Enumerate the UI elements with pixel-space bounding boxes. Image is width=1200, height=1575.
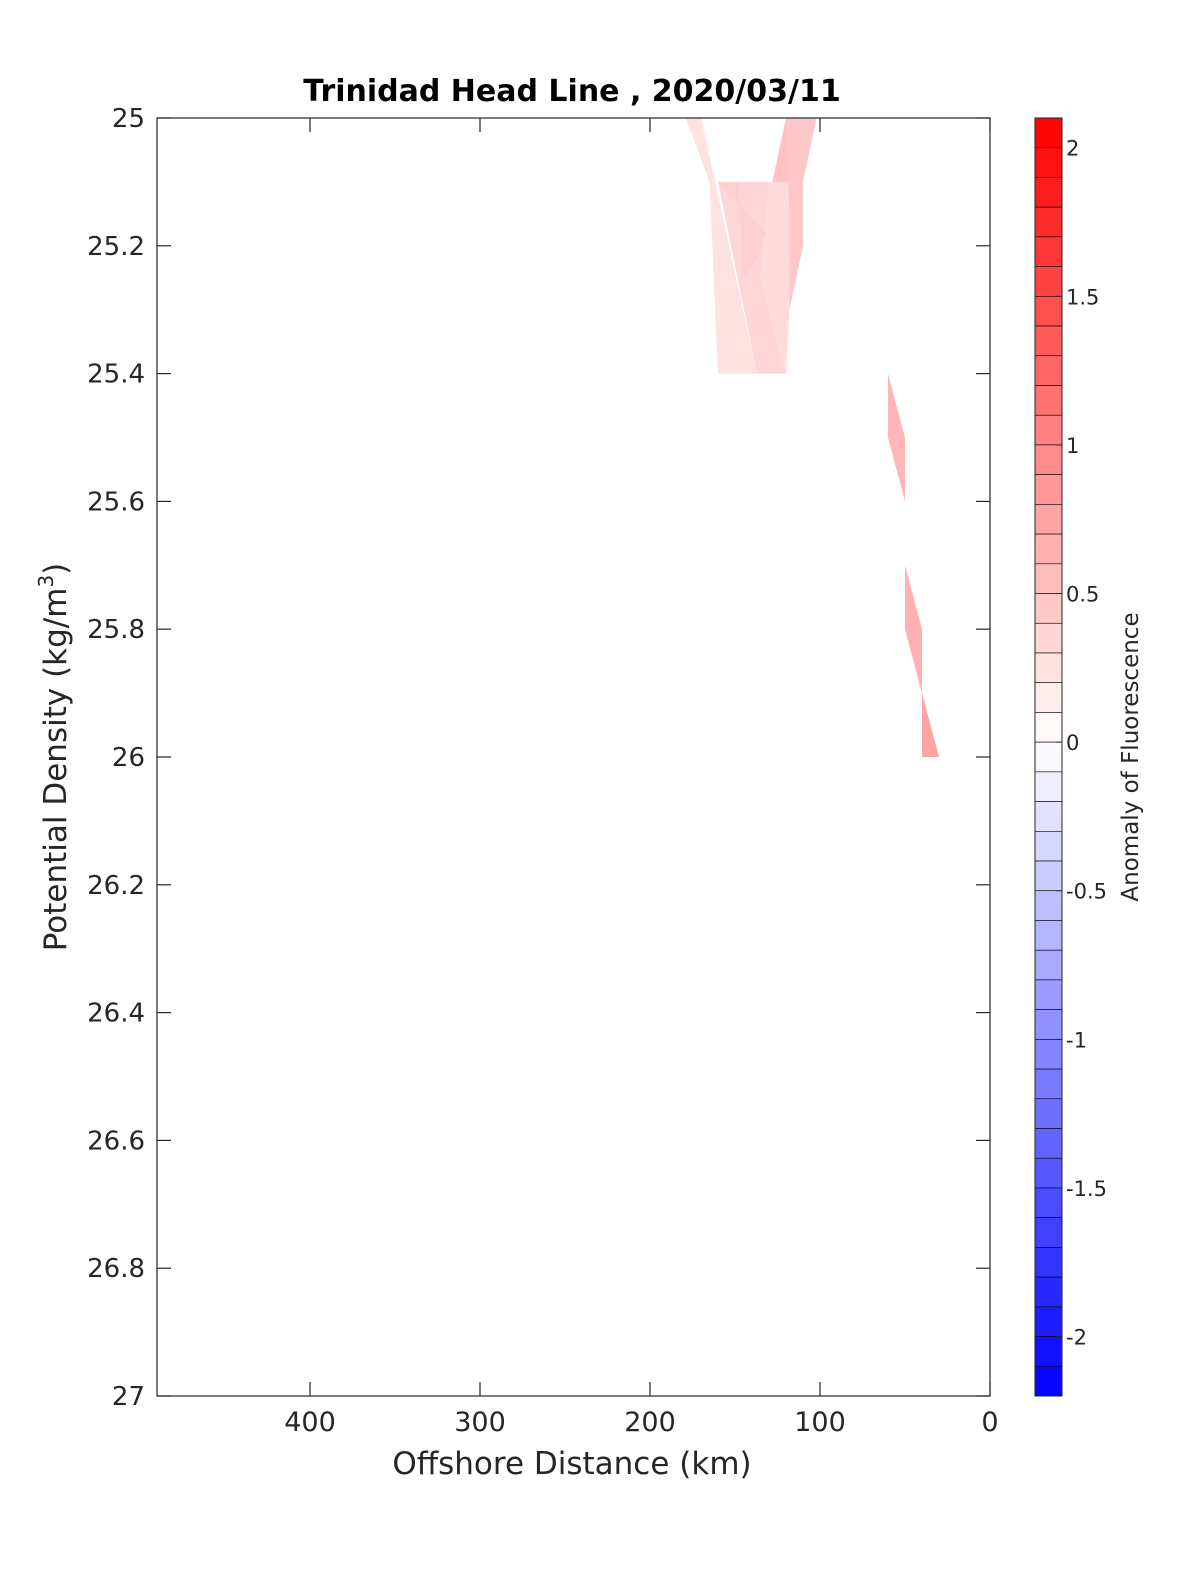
colorbar-segment <box>1034 414 1063 446</box>
colorbar-tick-label: 0 <box>1066 731 1079 755</box>
colorbar-segment <box>1034 712 1063 743</box>
anomaly-region-2 <box>718 181 786 374</box>
colorbar-segment <box>1034 593 1063 624</box>
colorbar-segment <box>1034 385 1063 416</box>
colorbar-segment <box>1034 1247 1063 1278</box>
colorbar-segment <box>1034 236 1063 267</box>
anomaly-region-1 <box>685 118 758 374</box>
colorbar-segment <box>1034 177 1063 208</box>
x-tick-label: 100 <box>794 1407 846 1438</box>
colorbar-segment <box>1034 830 1063 862</box>
y-tick-label: 25.8 <box>87 615 145 645</box>
colorbar-segment <box>1034 1276 1063 1308</box>
colorbar-segment <box>1034 1128 1063 1159</box>
colorbar-segment <box>1034 652 1063 683</box>
y-axis-label-suffix: ) <box>38 563 74 575</box>
y-tick-label: 25.2 <box>87 232 145 262</box>
y-axis-label: Potential Density (kg/m3) <box>34 563 74 952</box>
colorbar-segment <box>1034 355 1063 386</box>
colorbar-label: Anomaly of Fluorescence <box>1118 612 1144 901</box>
colorbar-segment <box>1034 504 1063 535</box>
colorbar-segment <box>1034 949 1063 981</box>
colorbar-segment <box>1034 266 1063 297</box>
anomaly-region-6 <box>786 118 817 310</box>
y-tick-label: 25.4 <box>87 360 145 390</box>
colorbar-segment <box>1034 147 1063 178</box>
colorbar-segment <box>1034 979 1063 1010</box>
colorbar-tick-label: -1.5 <box>1066 1177 1107 1201</box>
anomaly-region-8 <box>905 565 922 694</box>
y-tick-label: 26.2 <box>87 871 145 901</box>
anomaly-region-7 <box>888 373 905 502</box>
chart-title: Trinidad Head Line , 2020/03/11 <box>303 74 840 109</box>
x-tick-label: 200 <box>624 1407 676 1438</box>
x-tick-label: 400 <box>284 1407 336 1438</box>
colorbar-tick-label: 1.5 <box>1066 285 1099 309</box>
colorbar-segment <box>1034 1009 1063 1040</box>
y-axis: 25 25.2 25.4 25.6 25.8 26 26.2 26.4 26.6 26.8 27 <box>87 104 990 1412</box>
plot-background <box>157 118 990 1396</box>
y-tick-label: 26.8 <box>87 1254 145 1284</box>
colorbar-segment <box>1034 890 1063 921</box>
colorbar-segment <box>1034 801 1063 832</box>
y-tick-label: 26.4 <box>87 999 145 1029</box>
colorbar-segment <box>1034 1217 1063 1248</box>
colorbar-segment <box>1034 1365 1063 1397</box>
colorbar-segment <box>1034 682 1063 713</box>
colorbar-segment <box>1034 474 1063 505</box>
y-axis-label-main: Potential Density (kg/m <box>38 588 74 952</box>
colorbar-segment <box>1034 1336 1063 1367</box>
colorbar-segment <box>1034 860 1063 892</box>
colorbar-segment <box>1034 325 1063 357</box>
colorbar-segment <box>1034 533 1063 565</box>
y-tick-label: 26 <box>112 743 145 773</box>
colorbar-segment <box>1034 920 1063 951</box>
anomaly-regions <box>685 118 939 757</box>
y-tick-label: 26.6 <box>87 1126 145 1156</box>
plot-area <box>156 117 991 1397</box>
colorbar-segment <box>1034 1306 1063 1337</box>
y-tick-label: 25.6 <box>87 487 145 517</box>
colorbar-tick-label: -2 <box>1066 1326 1087 1350</box>
colorbar-tick-label: -1 <box>1066 1028 1087 1052</box>
colorbar-segment <box>1034 741 1063 773</box>
colorbar-segment <box>1034 1098 1063 1129</box>
colorbar: 2 1.5 1 0.5 0 -0.5 -1 -1.5 -2 <box>1034 117 1107 1397</box>
colorbar-segment <box>1034 1039 1063 1070</box>
y-tick-label: 27 <box>112 1382 145 1412</box>
colorbar-segment <box>1034 117 1063 149</box>
anomaly-region-9 <box>922 693 939 757</box>
x-tick-label: 0 <box>981 1407 998 1438</box>
colorbar-tick-label: 1 <box>1066 434 1079 458</box>
colorbar-frame <box>1034 117 1063 1397</box>
x-axis: 400 300 200 100 0 <box>284 118 999 1438</box>
colorbar-segment <box>1034 563 1063 594</box>
colorbar-segment <box>1034 444 1063 475</box>
colorbar-segment <box>1034 1157 1063 1189</box>
colorbar-segment <box>1034 1187 1063 1218</box>
colorbar-segment <box>1034 771 1063 802</box>
colorbar-segment <box>1034 296 1063 327</box>
colorbar-tick-label: 0.5 <box>1066 583 1099 607</box>
x-axis-label: Offshore Distance (km) <box>392 1446 751 1482</box>
colorbar-segment <box>1034 206 1063 238</box>
y-axis-label-superscript: 3 <box>34 575 58 588</box>
anomaly-region-4 <box>718 181 766 278</box>
x-tick-label: 300 <box>454 1407 506 1438</box>
colorbar-tick-label: 2 <box>1066 137 1079 161</box>
colorbar-segment <box>1034 622 1063 654</box>
colorbar-tick-label: -0.5 <box>1066 880 1107 904</box>
colorbar-segment <box>1034 1068 1063 1100</box>
y-tick-label: 25 <box>112 104 145 134</box>
